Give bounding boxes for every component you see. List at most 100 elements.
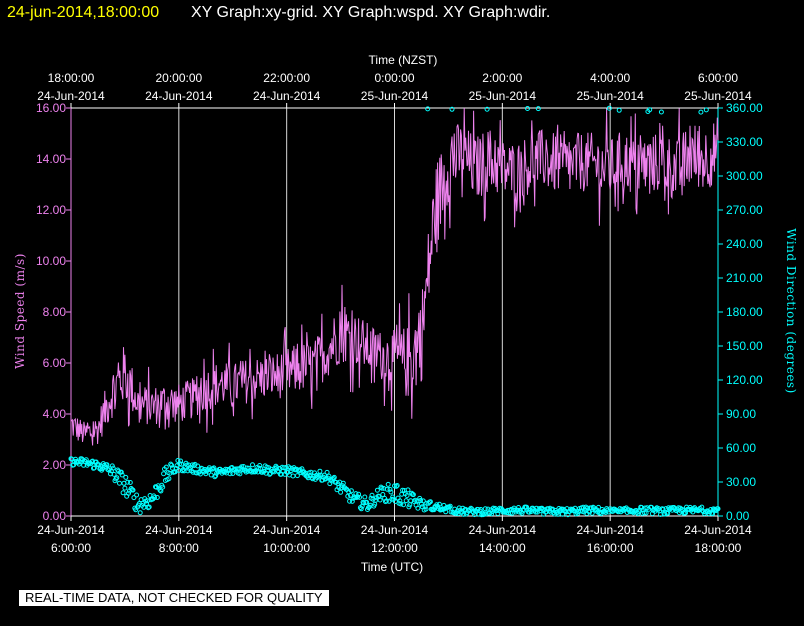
wind-direction-point: [393, 483, 399, 489]
wind-direction-point: [283, 465, 289, 470]
wind-direction-point: [525, 106, 530, 111]
wind-direction-point: [310, 476, 316, 482]
header-timestamp: 24-jun-2014,18:00:00: [7, 4, 159, 21]
wind-direction-point: [166, 476, 172, 482]
wind-direction-point: [698, 109, 704, 115]
wind-direction-point: [436, 501, 442, 507]
wind-direction-point: [104, 462, 110, 468]
wind-direction-point: [134, 492, 140, 498]
wind-direction-point: [377, 497, 383, 503]
right-tick-label: 60.00: [726, 441, 756, 455]
wind-direction-point: [349, 498, 355, 504]
wind-direction-point: [257, 463, 263, 468]
left-tick-label: 12.00: [36, 203, 66, 217]
wind-direction-point: [317, 468, 323, 474]
wind-direction-point: [126, 490, 131, 496]
wind-direction-point: [425, 106, 431, 112]
bottom-tick-time: 18:00:00: [695, 541, 742, 555]
left-axis-label: Wind Speed (m/s): [13, 253, 27, 369]
bottom-tick-date: 24-Jun-2014: [469, 523, 537, 537]
wind-direction-point: [158, 488, 164, 494]
bottom-tick-time: 14:00:00: [479, 541, 526, 555]
wind-direction-point: [535, 106, 541, 112]
wind-direction-point: [111, 471, 117, 477]
wind-direction-point: [415, 505, 421, 511]
wind-direction-point: [374, 487, 380, 493]
top-tick-date: 24-Jun-2014: [253, 89, 321, 103]
top-tick-time: 20:00:00: [155, 71, 202, 85]
wind-direction-point: [277, 466, 282, 471]
wind-direction-point: [154, 495, 160, 500]
tick-labels: 24-Jun-2014 6:00:00 18:00:00 24-Jun-2014 24-…: [36, 71, 763, 555]
wind-direction-point: [660, 506, 666, 512]
top-axis-label: Time (NZST): [369, 53, 438, 67]
wind-direction-point: [250, 462, 255, 468]
wind-direction-series: [68, 105, 721, 518]
top-tick-date: 25-Jun-2014: [576, 89, 644, 103]
wind-direction-point: [398, 501, 404, 507]
wind-direction-point: [427, 499, 433, 505]
right-tick-label: 0.00: [726, 509, 750, 523]
wind-direction-point: [347, 498, 353, 504]
wind-direction-point: [665, 510, 671, 516]
wind-direction-point: [641, 510, 647, 516]
top-tick-time: 4:00:00: [590, 71, 630, 85]
bottom-tick-time: 10:00:00: [263, 541, 310, 555]
wind-direction-point: [123, 474, 129, 480]
wind-direction-point: [643, 510, 649, 516]
right-tick-label: 270.00: [726, 203, 763, 217]
wind-direction-point: [423, 506, 429, 512]
bottom-tick-time: 8:00:00: [159, 541, 199, 555]
bottom-tick-date: 24-Jun-2014: [37, 523, 105, 537]
wind-direction-point: [122, 485, 128, 491]
top-tick-date: 24-Jun-2014: [145, 89, 213, 103]
wind-direction-point: [403, 498, 409, 504]
top-tick-date: 25-Jun-2014: [469, 89, 537, 103]
wind-direction-point: [117, 480, 122, 486]
wind-direction-point: [703, 107, 709, 113]
left-tick-label: 8.00: [43, 305, 67, 319]
wind-direction-point: [131, 495, 137, 501]
bottom-tick-time: 6:00:00: [51, 541, 91, 555]
wind-direction-point: [213, 473, 219, 479]
wind-direction-point: [163, 464, 169, 470]
bottom-tick-date: 24-Jun-2014: [145, 523, 213, 537]
wind-direction-point: [378, 484, 384, 490]
wind-direction-point: [358, 506, 364, 512]
wind-direction-point: [239, 464, 245, 470]
wind-direction-point: [388, 489, 394, 495]
wind-direction-point: [710, 511, 716, 517]
wind-direction-point: [484, 106, 490, 112]
wind-direction-point: [152, 495, 158, 501]
wind-direction-point: [330, 475, 336, 481]
wind-direction-point: [146, 504, 152, 510]
wind-direction-point: [373, 497, 379, 503]
wind-direction-point: [211, 465, 217, 471]
bottom-tick-date: 24-Jun-2014: [576, 523, 644, 537]
top-tick-date: 25-Jun-2014: [361, 89, 429, 103]
bottom-tick-date: 24-Jun-2014: [253, 523, 321, 537]
wind-direction-point: [647, 107, 653, 113]
wind-direction-point: [405, 487, 411, 493]
wind-direction-point: [227, 471, 233, 477]
bottom-tick-date: 24-Jun-2014: [361, 523, 429, 537]
wind-direction-point: [83, 457, 89, 463]
wind-direction-point: [169, 462, 175, 468]
wind-direction-point: [125, 479, 131, 485]
top-tick-time: 0:00:00: [374, 71, 414, 85]
header-title: XY Graph:xy-grid. XY Graph:wspd. XY Grap…: [191, 4, 550, 21]
quality-notice: REAL-TIME DATA, NOT CHECKED FOR QUALITY: [19, 590, 329, 606]
bottom-tick-time: 12:00:00: [371, 541, 418, 555]
wind-direction-point: [606, 105, 612, 111]
wind-direction-point: [482, 506, 488, 512]
wind-direction-point: [197, 471, 203, 477]
wind-direction-point: [195, 463, 201, 469]
right-tick-label: 30.00: [726, 475, 756, 489]
wind-direction-point: [364, 499, 370, 505]
wind-direction-point: [348, 488, 354, 494]
wind-direction-point: [356, 491, 362, 497]
bottom-tick-date: 24-Jun-2014: [684, 523, 752, 537]
left-tick-label: 16.00: [36, 101, 66, 115]
wind-direction-point: [281, 465, 287, 471]
